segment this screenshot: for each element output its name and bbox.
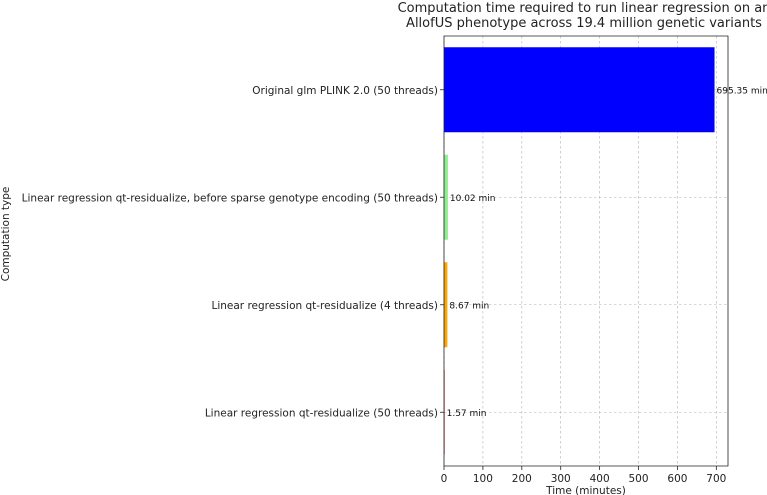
x-tick-label: 0 [441, 473, 448, 485]
x-tick-label: 500 [628, 473, 648, 485]
category-label: Original glm PLINK 2.0 (50 threads) [252, 85, 438, 97]
data-label: 8.67 min [449, 301, 489, 311]
category-label: Linear regression qt-residualize (50 thr… [205, 407, 438, 419]
data-label: 1.57 min [447, 409, 487, 419]
x-tick-label: 700 [706, 473, 726, 485]
data-label: 695.35 min [717, 86, 767, 96]
data-labels: 695.35 min 10.02 min 8.67 min 1.57 min [447, 86, 767, 419]
chart-title: Computation time required to run linear … [398, 1, 767, 31]
x-tick-label: 200 [512, 473, 532, 485]
y-axis-ticks: Original glm PLINK 2.0 (50 threads) Linea… [22, 85, 444, 419]
chart-title-line-1: Computation time required to run linear … [398, 1, 767, 16]
x-tick-label: 300 [551, 473, 571, 485]
chart-title-line-2: AllofUS phenotype across 19.4 million ge… [406, 16, 762, 31]
bar-3 [444, 262, 448, 348]
data-label: 10.02 min [450, 194, 496, 204]
x-tick-label: 400 [590, 473, 610, 485]
x-axis-ticks: 0 100 200 300 400 500 600 700 [441, 466, 726, 485]
x-tick-label: 100 [473, 473, 493, 485]
category-label: Linear regression qt-residualize (4 thre… [211, 300, 438, 312]
plot-frame [443, 35, 729, 467]
x-tick-label: 600 [667, 473, 687, 485]
y-axis-label: Computation type [0, 187, 12, 282]
bar-1 [444, 47, 715, 133]
bar-2 [444, 154, 448, 240]
bars [444, 47, 715, 455]
category-label: Linear regression qt-residualize, before… [22, 192, 438, 204]
axes [443, 35, 729, 467]
x-axis-label: Time (minutes) [545, 485, 626, 495]
